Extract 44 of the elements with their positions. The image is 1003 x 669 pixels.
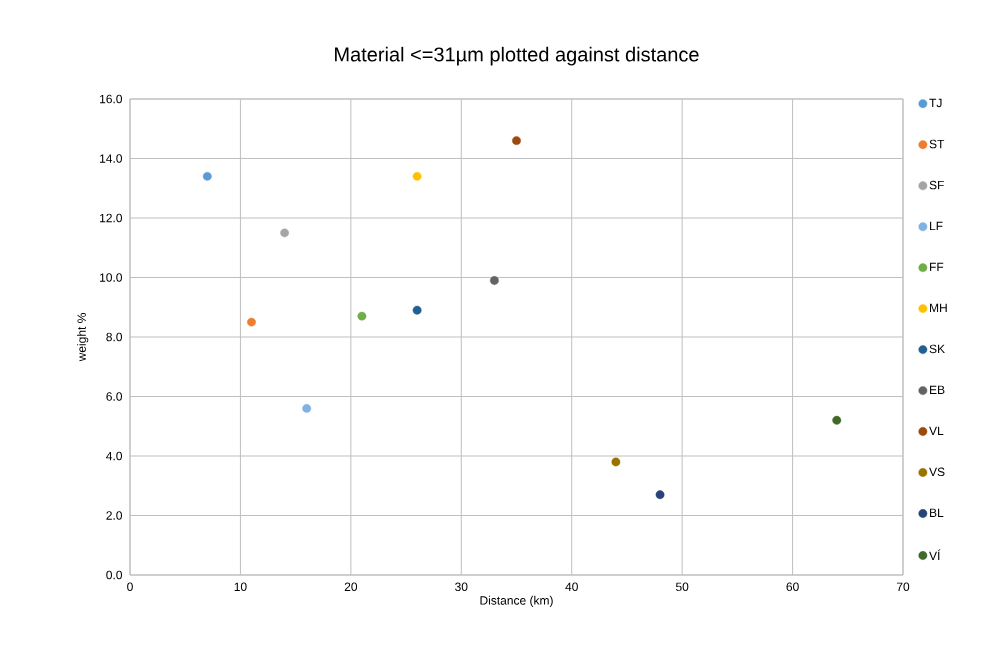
point bbox=[611, 457, 621, 467]
point bbox=[280, 228, 289, 238]
y-tick-label: 10.0 bbox=[100, 273, 123, 282]
y-tick-label: 2.0 bbox=[106, 511, 123, 520]
point bbox=[412, 305, 422, 315]
x-tick-label: 10 bbox=[234, 582, 247, 592]
x-tick-label: 0 bbox=[127, 582, 133, 592]
x-tick-label: 60 bbox=[786, 582, 799, 592]
x-tick-label: 20 bbox=[344, 582, 358, 592]
point bbox=[512, 136, 521, 146]
y-tick-label: 6.0 bbox=[106, 392, 123, 401]
legend-label: FF bbox=[930, 262, 944, 272]
point bbox=[412, 171, 422, 181]
legend-label: VL bbox=[929, 426, 944, 435]
legend-label: SF bbox=[929, 180, 944, 190]
y-tick-label: 0.0 bbox=[106, 570, 123, 580]
y-tick-label: 14.0 bbox=[100, 154, 123, 163]
x-tick-label: 50 bbox=[675, 582, 689, 592]
y-tick-label: 12.0 bbox=[100, 213, 123, 223]
x-tick-label: 70 bbox=[896, 582, 910, 592]
x-tick-label: 30 bbox=[455, 582, 468, 592]
point bbox=[302, 404, 312, 413]
chart-title: Material <=31µm plotted against distance bbox=[335, 46, 699, 66]
point bbox=[832, 415, 842, 425]
x-axis-title: Distance (km) bbox=[480, 595, 553, 608]
y-tick-label: 4.0 bbox=[106, 451, 123, 461]
legend-label: LF bbox=[930, 221, 943, 231]
x-tick-label: 40 bbox=[565, 582, 578, 592]
legend-label: VÍ bbox=[929, 549, 941, 560]
legend-label: MH bbox=[930, 303, 947, 312]
point bbox=[247, 317, 256, 327]
legend-label: ST bbox=[929, 139, 945, 149]
y-tick-label: 16.0 bbox=[100, 94, 123, 104]
legend-label: SK bbox=[929, 344, 945, 354]
point bbox=[490, 276, 499, 285]
legend-label: BL bbox=[930, 508, 944, 517]
y-axis-title: weight % bbox=[77, 313, 89, 362]
point bbox=[357, 311, 367, 321]
legend-label: VS bbox=[929, 467, 945, 477]
legend-label: TJ bbox=[929, 98, 942, 108]
y-tick-label: 8.0 bbox=[106, 332, 123, 342]
legend-label: EB bbox=[930, 385, 945, 394]
point bbox=[655, 490, 665, 500]
point bbox=[202, 171, 212, 181]
